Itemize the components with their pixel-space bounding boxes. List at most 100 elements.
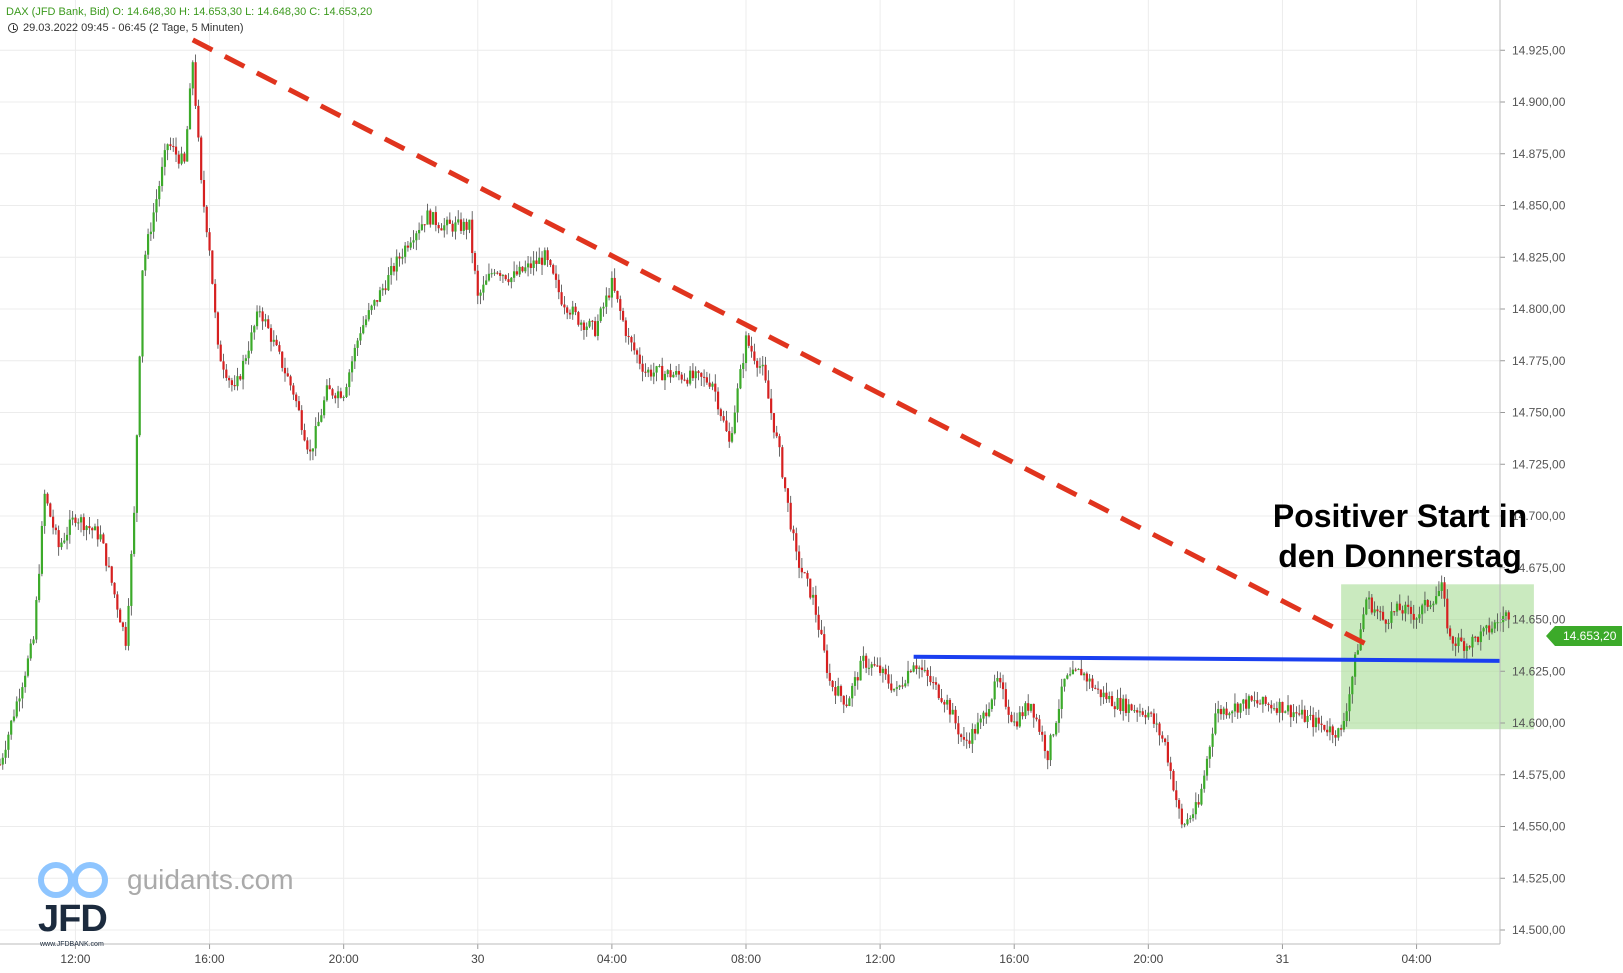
candle-body	[918, 667, 921, 669]
candle-body	[255, 311, 259, 327]
candle-body	[1387, 622, 1390, 624]
candle-body	[188, 88, 192, 130]
candle-body	[250, 332, 253, 351]
candle-body	[957, 723, 960, 735]
candle-body	[638, 354, 641, 364]
candle-body	[725, 420, 728, 432]
candle-body	[437, 224, 440, 229]
candle-body	[929, 675, 932, 683]
candle-body	[823, 634, 826, 651]
candle-body	[1219, 708, 1223, 715]
candle-body	[471, 219, 474, 254]
candle-body	[607, 295, 611, 298]
candle-body	[999, 678, 1002, 683]
candle-body	[4, 749, 7, 758]
resistance-trendline	[191, 37, 1376, 651]
candle-body	[292, 385, 295, 395]
candle-body	[778, 436, 781, 448]
candle-body	[1286, 705, 1290, 712]
candle-body	[68, 519, 71, 535]
candle-body	[1393, 611, 1396, 613]
candle-body	[1485, 625, 1488, 629]
candle-body	[451, 223, 454, 232]
candle-body	[906, 670, 910, 684]
candle-body	[923, 669, 926, 671]
candle-body	[965, 739, 968, 741]
candle-body	[1236, 703, 1239, 713]
candle-body	[1077, 668, 1080, 670]
chart-grid	[0, 0, 1500, 944]
x-tick-label: 16:00	[195, 952, 225, 966]
candle-body	[88, 526, 91, 529]
candle-body	[214, 283, 217, 313]
candle-body	[1381, 611, 1385, 620]
candle-body	[376, 300, 379, 302]
candle-body	[557, 279, 560, 293]
candle-body	[105, 543, 108, 566]
candle-body	[1443, 582, 1446, 599]
candle-body	[1113, 706, 1116, 710]
candle-body	[702, 376, 706, 378]
candle-body	[415, 233, 418, 241]
candle-body	[1010, 714, 1013, 722]
candle-body	[1451, 636, 1454, 644]
candle-body	[753, 351, 756, 361]
candle-body	[390, 266, 393, 276]
candle-body	[482, 284, 485, 293]
candle-body	[934, 682, 938, 685]
x-tick-label: 12:00	[865, 952, 895, 966]
candle-body	[1474, 636, 1477, 638]
candle-body	[278, 345, 281, 352]
candle-body	[1253, 700, 1256, 702]
candle-body	[387, 275, 390, 291]
candle-body	[987, 709, 991, 717]
candle-body	[26, 658, 30, 676]
candle-body	[689, 370, 692, 384]
y-tick-label: 14.650,00	[1512, 613, 1566, 627]
candle-body	[820, 629, 823, 635]
candle-body	[1267, 703, 1270, 705]
candle-body	[1001, 682, 1005, 690]
candle-body	[582, 322, 586, 330]
candle-body	[1222, 708, 1225, 715]
candle-body	[1082, 673, 1086, 676]
candle-body	[1055, 722, 1058, 735]
candle-body	[968, 740, 971, 744]
candle-body	[24, 675, 27, 688]
candle-body	[859, 660, 862, 681]
candle-body	[1270, 704, 1273, 709]
candle-body	[1141, 711, 1144, 715]
candle-body	[920, 667, 924, 670]
candle-body	[65, 534, 69, 541]
candle-body	[163, 150, 166, 167]
candle-body	[1013, 721, 1016, 723]
candle-body	[473, 253, 477, 271]
candle-body	[563, 304, 566, 308]
candle-body	[496, 272, 499, 274]
y-tick-label: 14.700,00	[1512, 509, 1566, 523]
x-axis: 12:00 16:00 20:00 30 04:00 08:00 12:00 16:00 20:…	[0, 943, 1500, 966]
candle-body	[1147, 712, 1150, 718]
candle-body	[1407, 604, 1410, 607]
candle-body	[962, 737, 966, 740]
candle-body	[261, 311, 264, 322]
candle-body	[742, 363, 745, 370]
y-tick-label: 14.800,00	[1512, 302, 1566, 316]
candle-body	[1395, 603, 1399, 612]
candle-body	[381, 288, 384, 291]
candle-body	[152, 212, 155, 232]
candle-body	[1245, 699, 1248, 709]
candle-body	[197, 105, 200, 138]
candle-body	[1007, 706, 1010, 715]
x-tick-label: 20:00	[329, 952, 359, 966]
candle-body	[1412, 613, 1415, 620]
candle-body	[619, 299, 622, 311]
candle-body	[887, 674, 890, 684]
candle-body	[591, 320, 594, 322]
candle-body	[1242, 699, 1245, 704]
candle-body	[574, 306, 577, 313]
x-tick-label: 20:00	[1133, 952, 1163, 966]
candle-body	[429, 210, 432, 225]
candle-body	[1437, 590, 1441, 597]
